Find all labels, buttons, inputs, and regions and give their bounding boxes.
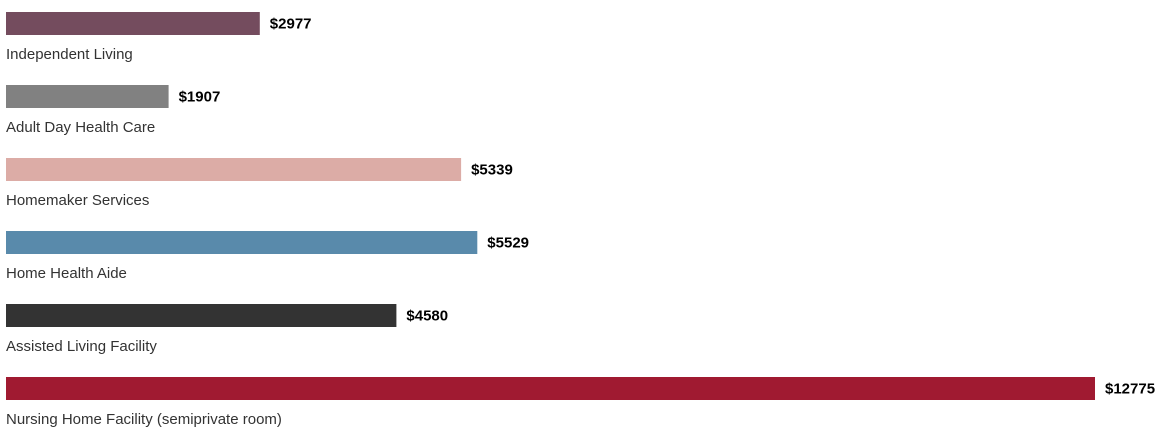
bar [6,304,397,327]
bar-value-label: $5529 [487,235,529,252]
category-label: Homemaker Services [6,192,149,209]
bar [6,231,478,254]
category-label: Assisted Living Facility [6,338,157,355]
bar-value-label: $2977 [270,16,312,33]
bar [6,158,462,181]
bar-value-label: $5339 [471,162,513,179]
category-label: Adult Day Health Care [6,119,155,136]
bar-value-label: $1907 [179,89,221,106]
category-label: Home Health Aide [6,265,127,282]
bar-value-label: $12775 [1105,381,1155,398]
bar [6,12,260,35]
bar [6,377,1095,400]
category-label: Nursing Home Facility (semiprivate room) [6,411,282,428]
category-label: Independent Living [6,46,133,63]
bar [6,85,169,108]
bar-value-label: $4580 [406,308,448,325]
